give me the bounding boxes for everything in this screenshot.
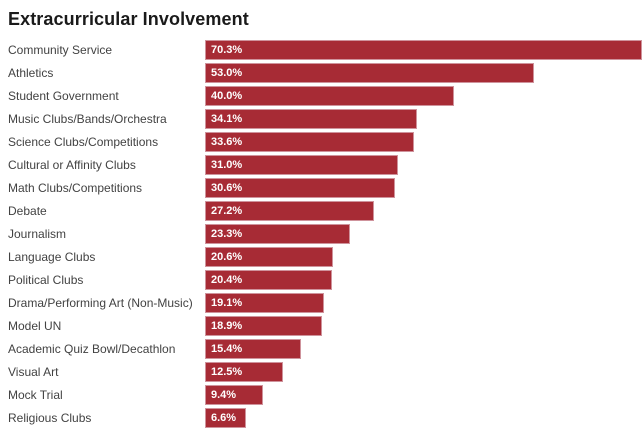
category-label: Model UN — [8, 319, 62, 333]
chart-row: Athletics 53.0% — [0, 63, 642, 83]
bar-value-label: 34.1% — [211, 113, 243, 125]
category-label: Cultural or Affinity Clubs — [8, 158, 136, 172]
bar-track: 33.6% — [205, 132, 642, 152]
bar: 40.0% — [205, 86, 454, 106]
category-label: Debate — [8, 204, 47, 218]
bar-value-label: 20.4% — [211, 274, 243, 286]
chart-row: Journalism 23.3% — [0, 224, 642, 244]
category-label: Religious Clubs — [8, 411, 92, 425]
bar: 23.3% — [205, 224, 350, 244]
bar: 20.4% — [205, 270, 332, 290]
bar-track: 15.4% — [205, 339, 642, 359]
category-label: Mock Trial — [8, 388, 63, 402]
bar: 31.0% — [205, 155, 398, 175]
category-label: Drama/Performing Art (Non-Music) — [8, 296, 193, 310]
bar-value-label: 31.0% — [211, 159, 243, 171]
category-label: Political Clubs — [8, 273, 84, 287]
category-label: Student Government — [8, 89, 119, 103]
chart-row: Music Clubs/Bands/Orchestra 34.1% — [0, 109, 642, 129]
chart-title: Extracurricular Involvement — [8, 9, 249, 29]
bar-track: 34.1% — [205, 109, 642, 129]
category-label: Journalism — [8, 227, 67, 241]
chart-row: Community Service 70.3% — [0, 40, 642, 60]
bar-track: 20.4% — [205, 270, 642, 290]
bar: 6.6% — [205, 408, 247, 428]
bar-value-label: 27.2% — [211, 205, 243, 217]
bar: 18.9% — [205, 316, 323, 336]
category-label: Music Clubs/Bands/Orchestra — [8, 112, 167, 126]
bar: 20.6% — [205, 247, 334, 267]
bar-value-label: 40.0% — [211, 90, 243, 102]
bar-track: 9.4% — [205, 385, 642, 405]
bar-track: 18.9% — [205, 316, 642, 336]
category-label: Science Clubs/Competitions — [8, 135, 159, 149]
chart-row: Religious Clubs 6.6% — [0, 408, 642, 428]
bar-track: 23.3% — [205, 224, 642, 244]
category-label: Athletics — [8, 66, 54, 80]
bar: 70.3% — [205, 40, 642, 60]
bar-track: 12.5% — [205, 362, 642, 382]
category-label: Language Clubs — [8, 250, 96, 264]
chart-row: Visual Art 12.5% — [0, 362, 642, 382]
chart-rows: Community Service 70.3% Athletics 53.0% … — [0, 40, 642, 428]
bar-value-label: 33.6% — [211, 136, 243, 148]
bar-value-label: 30.6% — [211, 182, 243, 194]
chart-row: Debate 27.2% — [0, 201, 642, 221]
chart-row: Language Clubs 20.6% — [0, 247, 642, 267]
chart-row: Student Government 40.0% — [0, 86, 642, 106]
chart-row: Science Clubs/Competitions 33.6% — [0, 132, 642, 152]
bar-value-label: 23.3% — [211, 228, 243, 240]
bar: 15.4% — [205, 339, 301, 359]
bar-value-label: 15.4% — [211, 343, 243, 355]
bar-value-label: 12.5% — [211, 366, 243, 378]
bar: 30.6% — [205, 178, 396, 198]
bar-value-label: 20.6% — [211, 251, 243, 263]
bar-value-label: 18.9% — [211, 320, 243, 332]
chart-row: Drama/Performing Art (Non-Music) 19.1% — [0, 293, 642, 313]
bar: 9.4% — [205, 385, 264, 405]
bar-value-label: 9.4% — [211, 389, 237, 401]
bar-track: 6.6% — [205, 408, 642, 428]
chart-row: Mock Trial 9.4% — [0, 385, 642, 405]
bar-track: 53.0% — [205, 63, 642, 83]
bar-value-label: 19.1% — [211, 297, 243, 309]
bar-track: 31.0% — [205, 155, 642, 175]
category-label: Academic Quiz Bowl/Decathlon — [8, 342, 176, 356]
bar: 19.1% — [205, 293, 324, 313]
bar-track: 19.1% — [205, 293, 642, 313]
bar-track: 70.3% — [205, 40, 642, 60]
bar: 34.1% — [205, 109, 417, 129]
bar: 12.5% — [205, 362, 283, 382]
chart-row: Math Clubs/Competitions 30.6% — [0, 178, 642, 198]
bar: 53.0% — [205, 63, 535, 83]
bar-value-label: 6.6% — [211, 412, 237, 424]
chart-row: Political Clubs 20.4% — [0, 270, 642, 290]
bar-value-label: 53.0% — [211, 67, 243, 79]
bar-track: 30.6% — [205, 178, 642, 198]
chart-row: Model UN 18.9% — [0, 316, 642, 336]
bar-track: 40.0% — [205, 86, 642, 106]
category-label: Visual Art — [8, 365, 59, 379]
chart-row: Academic Quiz Bowl/Decathlon 15.4% — [0, 339, 642, 359]
bar: 27.2% — [205, 201, 375, 221]
category-label: Community Service — [8, 43, 113, 57]
bar-track: 20.6% — [205, 247, 642, 267]
bar: 33.6% — [205, 132, 414, 152]
chart-row: Cultural or Affinity Clubs 31.0% — [0, 155, 642, 175]
bar-track: 27.2% — [205, 201, 642, 221]
category-label: Math Clubs/Competitions — [8, 181, 143, 195]
bar-value-label: 70.3% — [211, 44, 243, 56]
